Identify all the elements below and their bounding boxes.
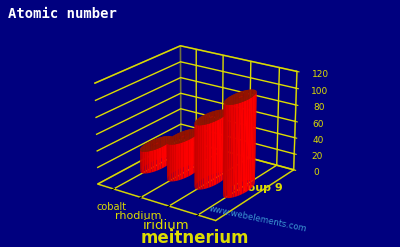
Text: www.webelements.com: www.webelements.com (208, 205, 308, 234)
Text: Atomic number: Atomic number (8, 7, 117, 21)
